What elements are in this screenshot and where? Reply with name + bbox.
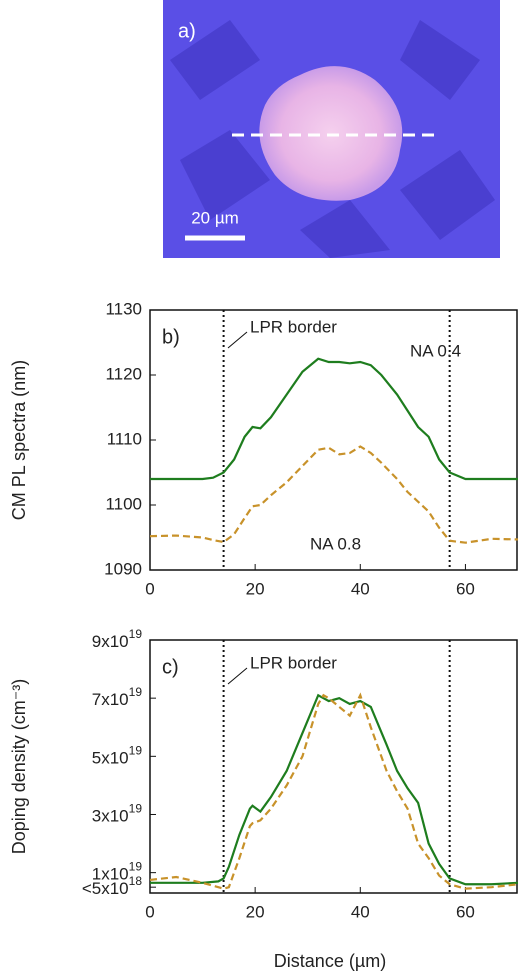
series-line xyxy=(149,445,519,544)
y-axis-label: CM PL spectra (nm) xyxy=(9,360,29,520)
y-tick-label: 1130 xyxy=(105,299,142,318)
y-tick-label: 3x1019 xyxy=(92,802,143,826)
y-tick-exponent: 19 xyxy=(129,860,143,874)
annotation: NA 0.8 xyxy=(310,534,361,553)
surface-texture xyxy=(170,20,495,258)
panel-label: b) xyxy=(162,326,180,348)
y-tick-label: 5x1019 xyxy=(92,743,143,767)
x-axis-label: Distance (µm) xyxy=(274,951,386,971)
scale-bar-label: 20 µm xyxy=(191,208,239,227)
y-tick-mantissa: 9x10 xyxy=(92,632,129,651)
x-tick-label: 60 xyxy=(456,902,475,921)
y-tick-label: 1120 xyxy=(105,364,142,383)
y-tick-mantissa: 5x10 xyxy=(92,749,129,768)
y-tick-label: 1110 xyxy=(107,429,142,448)
x-tick-label: 20 xyxy=(246,579,265,598)
x-tick-label: 40 xyxy=(351,902,370,921)
y-tick-exponent: 19 xyxy=(129,743,143,757)
y-tick-mantissa: <5x10 xyxy=(82,880,129,899)
series-line xyxy=(150,693,519,886)
y-tick-exponent: 19 xyxy=(129,685,143,699)
y-tick-mantissa: 3x10 xyxy=(92,807,129,826)
y-tick-mantissa: 1x10 xyxy=(92,865,129,884)
panel-label: a) xyxy=(178,20,196,42)
plot-frame xyxy=(149,639,518,894)
y-tick-label: <5x1018 xyxy=(82,874,142,898)
annotation: LPR border xyxy=(250,653,337,672)
x-tick-label: 60 xyxy=(456,579,475,598)
x-tick-label: 20 xyxy=(246,902,265,921)
y-tick-label: 9x1019 xyxy=(92,627,143,651)
annotation: NA 0.4 xyxy=(410,341,461,360)
y-tick-label: 1x1019 xyxy=(92,860,143,884)
y-tick-label: 1090 xyxy=(104,559,142,578)
panel-label: c) xyxy=(162,656,179,678)
annotation-leader xyxy=(227,667,248,685)
x-tick-label: 0 xyxy=(145,579,154,598)
y-tick-exponent: 18 xyxy=(129,874,143,888)
y-tick-label: 1100 xyxy=(105,494,142,513)
series-line xyxy=(150,357,518,481)
micrograph: 20 µm a) xyxy=(163,0,500,258)
y-axis-label: Doping density (cm⁻³) xyxy=(9,679,29,855)
y-tick-exponent: 19 xyxy=(129,802,143,816)
annotation-leader xyxy=(227,331,248,349)
x-tick-label: 40 xyxy=(351,579,370,598)
x-tick-label: 0 xyxy=(145,902,154,921)
doped-region xyxy=(259,66,403,201)
series-line xyxy=(149,692,519,890)
y-tick-exponent: 19 xyxy=(129,627,143,641)
plot-frame xyxy=(149,309,518,571)
annotation: LPR border xyxy=(250,317,337,336)
y-tick-mantissa: 7x10 xyxy=(92,691,129,710)
y-tick-label: 7x1019 xyxy=(92,685,143,709)
